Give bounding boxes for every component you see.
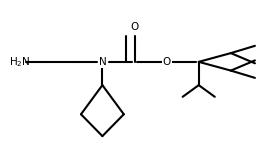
- Text: H$_2$N: H$_2$N: [9, 55, 30, 69]
- Text: O: O: [162, 57, 171, 67]
- Text: N: N: [98, 57, 106, 67]
- Text: O: O: [130, 22, 139, 32]
